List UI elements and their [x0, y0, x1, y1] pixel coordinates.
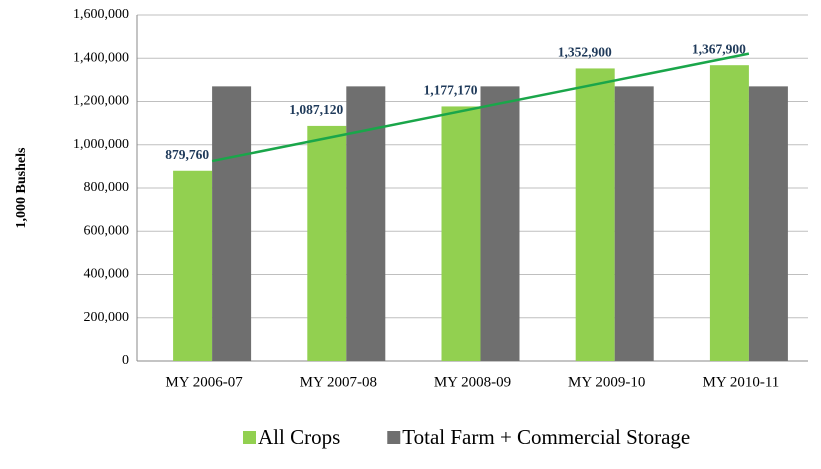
- x-tick-label: MY 2007-08: [300, 374, 377, 390]
- value-label: 879,760: [165, 147, 209, 162]
- bar: [575, 68, 615, 362]
- y-tick-label: 0: [122, 353, 129, 368]
- bar: [173, 170, 213, 361]
- y-tick-label: 1,400,000: [73, 50, 129, 65]
- legend-swatch: [243, 431, 256, 444]
- x-tick-label: MY 2006-07: [165, 374, 243, 390]
- y-tick-label: 200,000: [84, 310, 130, 325]
- bar: [307, 125, 347, 361]
- y-tick-label: 800,000: [84, 180, 130, 195]
- bar: [748, 86, 788, 362]
- y-tick-label: 1,200,000: [73, 94, 129, 109]
- x-tick-label: MY 2010-11: [702, 374, 779, 390]
- x-tick-label: MY 2008-09: [434, 374, 511, 390]
- y-tick-label: 600,000: [84, 223, 130, 238]
- value-label: 1,177,170: [424, 83, 478, 98]
- bar: [441, 106, 481, 362]
- y-tick-label: 1,600,000: [73, 7, 129, 22]
- x-tick-label: MY 2009-10: [568, 374, 645, 390]
- bar: [709, 65, 749, 362]
- legend-label: All Crops: [258, 425, 340, 449]
- y-tick-label: 1,000,000: [73, 137, 129, 152]
- bar: [480, 86, 520, 362]
- y-axis-label: 1,000 Bushels: [14, 147, 29, 228]
- value-label: 1,352,900: [558, 45, 612, 60]
- bar: [212, 86, 252, 362]
- y-tick-label: 400,000: [84, 267, 130, 282]
- legend-swatch: [387, 431, 401, 444]
- legend-label: Total Farm + Commercial Storage: [402, 425, 690, 449]
- bar: [614, 86, 654, 362]
- value-label: 1,367,900: [692, 41, 746, 56]
- value-label: 1,087,120: [289, 102, 343, 117]
- trend-line: [211, 52, 750, 163]
